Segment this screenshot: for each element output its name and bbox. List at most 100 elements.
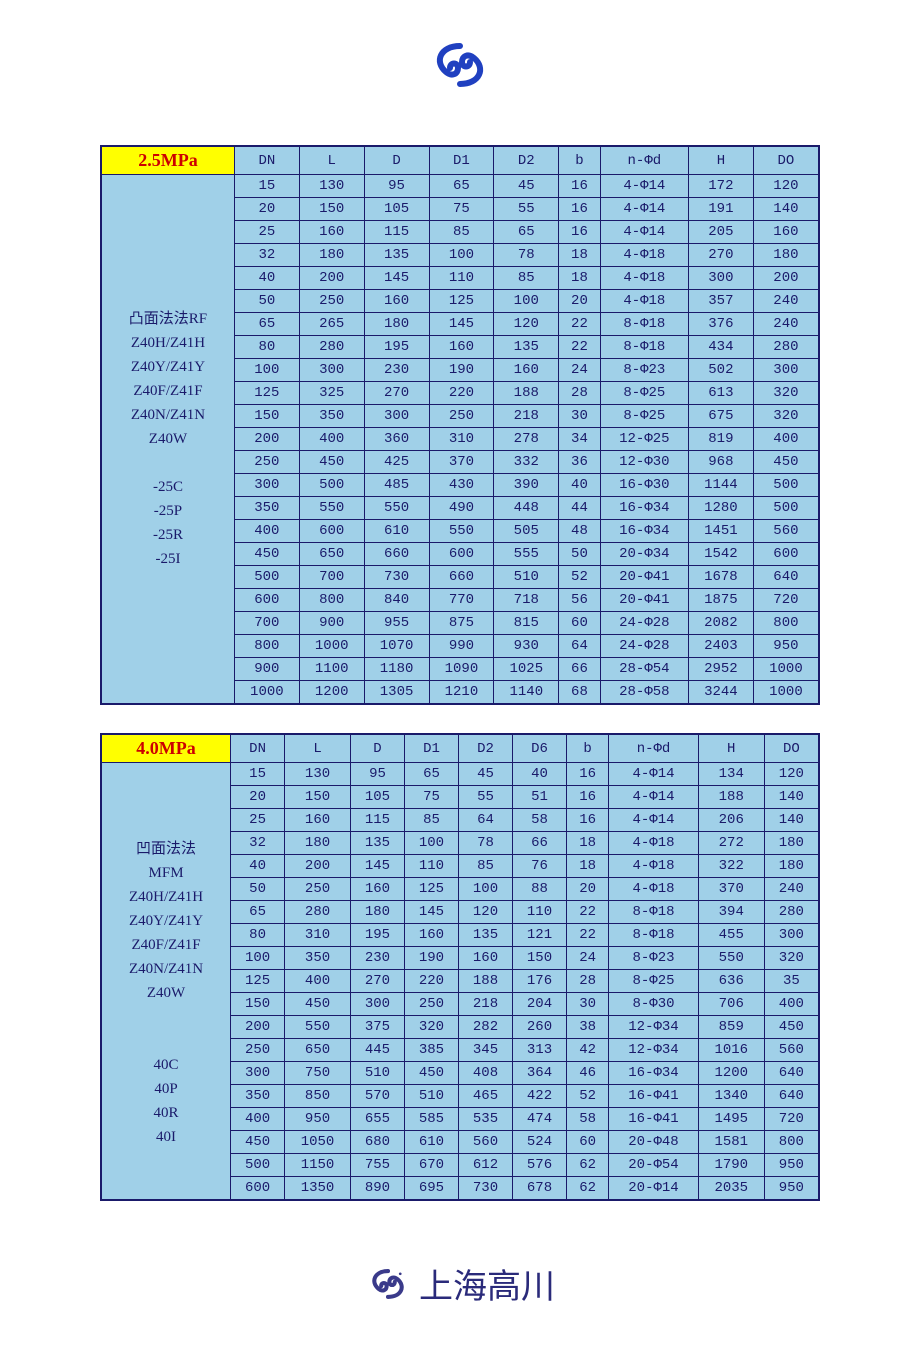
data-cell: 110 [404, 855, 458, 878]
data-cell: 1000 [753, 658, 819, 681]
data-cell: 20 [234, 198, 299, 221]
data-cell: 55 [459, 786, 513, 809]
data-cell: 240 [764, 878, 819, 901]
data-cell: 859 [698, 1016, 764, 1039]
data-cell: 800 [234, 635, 299, 658]
data-cell: 394 [698, 901, 764, 924]
data-cell: 160 [350, 878, 404, 901]
column-header: L [299, 146, 364, 175]
data-cell: 50 [234, 290, 299, 313]
data-cell: 640 [753, 566, 819, 589]
data-cell: 51 [513, 786, 567, 809]
data-cell: 100 [234, 359, 299, 382]
data-cell: 640 [764, 1062, 819, 1085]
data-cell: 12-Φ30 [600, 451, 688, 474]
data-cell: 62 [567, 1177, 609, 1201]
data-cell: 120 [753, 175, 819, 198]
data-cell: 20-Φ34 [600, 543, 688, 566]
data-cell: 1150 [285, 1154, 351, 1177]
data-cell: 265 [299, 313, 364, 336]
data-cell: 20 [231, 786, 285, 809]
data-cell: 75 [404, 786, 458, 809]
data-cell: 18 [567, 832, 609, 855]
data-cell: 678 [513, 1177, 567, 1201]
column-header: DO [764, 734, 819, 763]
data-cell: 300 [234, 474, 299, 497]
data-cell: 80 [231, 924, 285, 947]
data-cell: 125 [404, 878, 458, 901]
data-cell: 16 [567, 809, 609, 832]
data-cell: 4-Φ14 [609, 763, 699, 786]
data-cell: 134 [698, 763, 764, 786]
column-header: DN [231, 734, 285, 763]
data-cell: 110 [513, 901, 567, 924]
data-cell: 1025 [494, 658, 559, 681]
data-cell: 400 [234, 520, 299, 543]
data-cell: 700 [234, 612, 299, 635]
data-cell: 1280 [688, 497, 753, 520]
data-cell: 310 [429, 428, 494, 451]
data-cell: 4-Φ14 [609, 809, 699, 832]
data-cell: 250 [285, 878, 351, 901]
data-cell: 52 [567, 1085, 609, 1108]
data-cell: 206 [698, 809, 764, 832]
data-cell: 434 [688, 336, 753, 359]
data-cell: 1340 [698, 1085, 764, 1108]
data-cell: 65 [234, 313, 299, 336]
data-cell: 1016 [698, 1039, 764, 1062]
data-cell: 20-Φ41 [600, 566, 688, 589]
data-cell: 1000 [753, 681, 819, 705]
column-header: DN [234, 146, 299, 175]
data-cell: 550 [364, 497, 429, 520]
data-cell: 16-Φ34 [600, 520, 688, 543]
data-cell: 190 [404, 947, 458, 970]
data-cell: 160 [404, 924, 458, 947]
data-cell: 100 [404, 832, 458, 855]
data-cell: 15 [234, 175, 299, 198]
data-cell: 8-Φ23 [600, 359, 688, 382]
data-cell: 100 [459, 878, 513, 901]
data-cell: 15 [231, 763, 285, 786]
data-cell: 357 [688, 290, 753, 313]
data-cell: 4-Φ14 [600, 175, 688, 198]
footer-logo-icon [365, 1267, 411, 1301]
data-cell: 16 [559, 198, 600, 221]
data-cell: 650 [285, 1039, 351, 1062]
data-cell: 500 [234, 566, 299, 589]
data-cell: 272 [698, 832, 764, 855]
data-cell: 730 [459, 1177, 513, 1201]
data-cell: 18 [559, 244, 600, 267]
data-cell: 40 [234, 267, 299, 290]
data-cell: 1875 [688, 589, 753, 612]
data-cell: 2952 [688, 658, 753, 681]
data-cell: 535 [459, 1108, 513, 1131]
data-cell: 64 [459, 809, 513, 832]
data-cell: 524 [513, 1131, 567, 1154]
data-cell: 30 [559, 405, 600, 428]
data-cell: 50 [559, 543, 600, 566]
data-cell: 400 [299, 428, 364, 451]
data-cell: 660 [364, 543, 429, 566]
data-cell: 955 [364, 612, 429, 635]
data-cell: 675 [688, 405, 753, 428]
data-cell: 24-Φ28 [600, 635, 688, 658]
data-cell: 500 [231, 1154, 285, 1177]
data-cell: 115 [364, 221, 429, 244]
data-cell: 135 [459, 924, 513, 947]
data-cell: 1000 [299, 635, 364, 658]
data-cell: 510 [350, 1062, 404, 1085]
data-cell: 4-Φ18 [609, 832, 699, 855]
data-cell: 1495 [698, 1108, 764, 1131]
data-cell: 1790 [698, 1154, 764, 1177]
data-cell: 16-Φ34 [609, 1062, 699, 1085]
data-cell: 400 [764, 993, 819, 1016]
data-cell: 76 [513, 855, 567, 878]
data-cell: 280 [764, 901, 819, 924]
column-header: L [285, 734, 351, 763]
data-cell: 105 [350, 786, 404, 809]
data-cell: 135 [364, 244, 429, 267]
column-header: D2 [459, 734, 513, 763]
data-cell: 121 [513, 924, 567, 947]
data-cell: 60 [567, 1131, 609, 1154]
data-cell: 280 [299, 336, 364, 359]
